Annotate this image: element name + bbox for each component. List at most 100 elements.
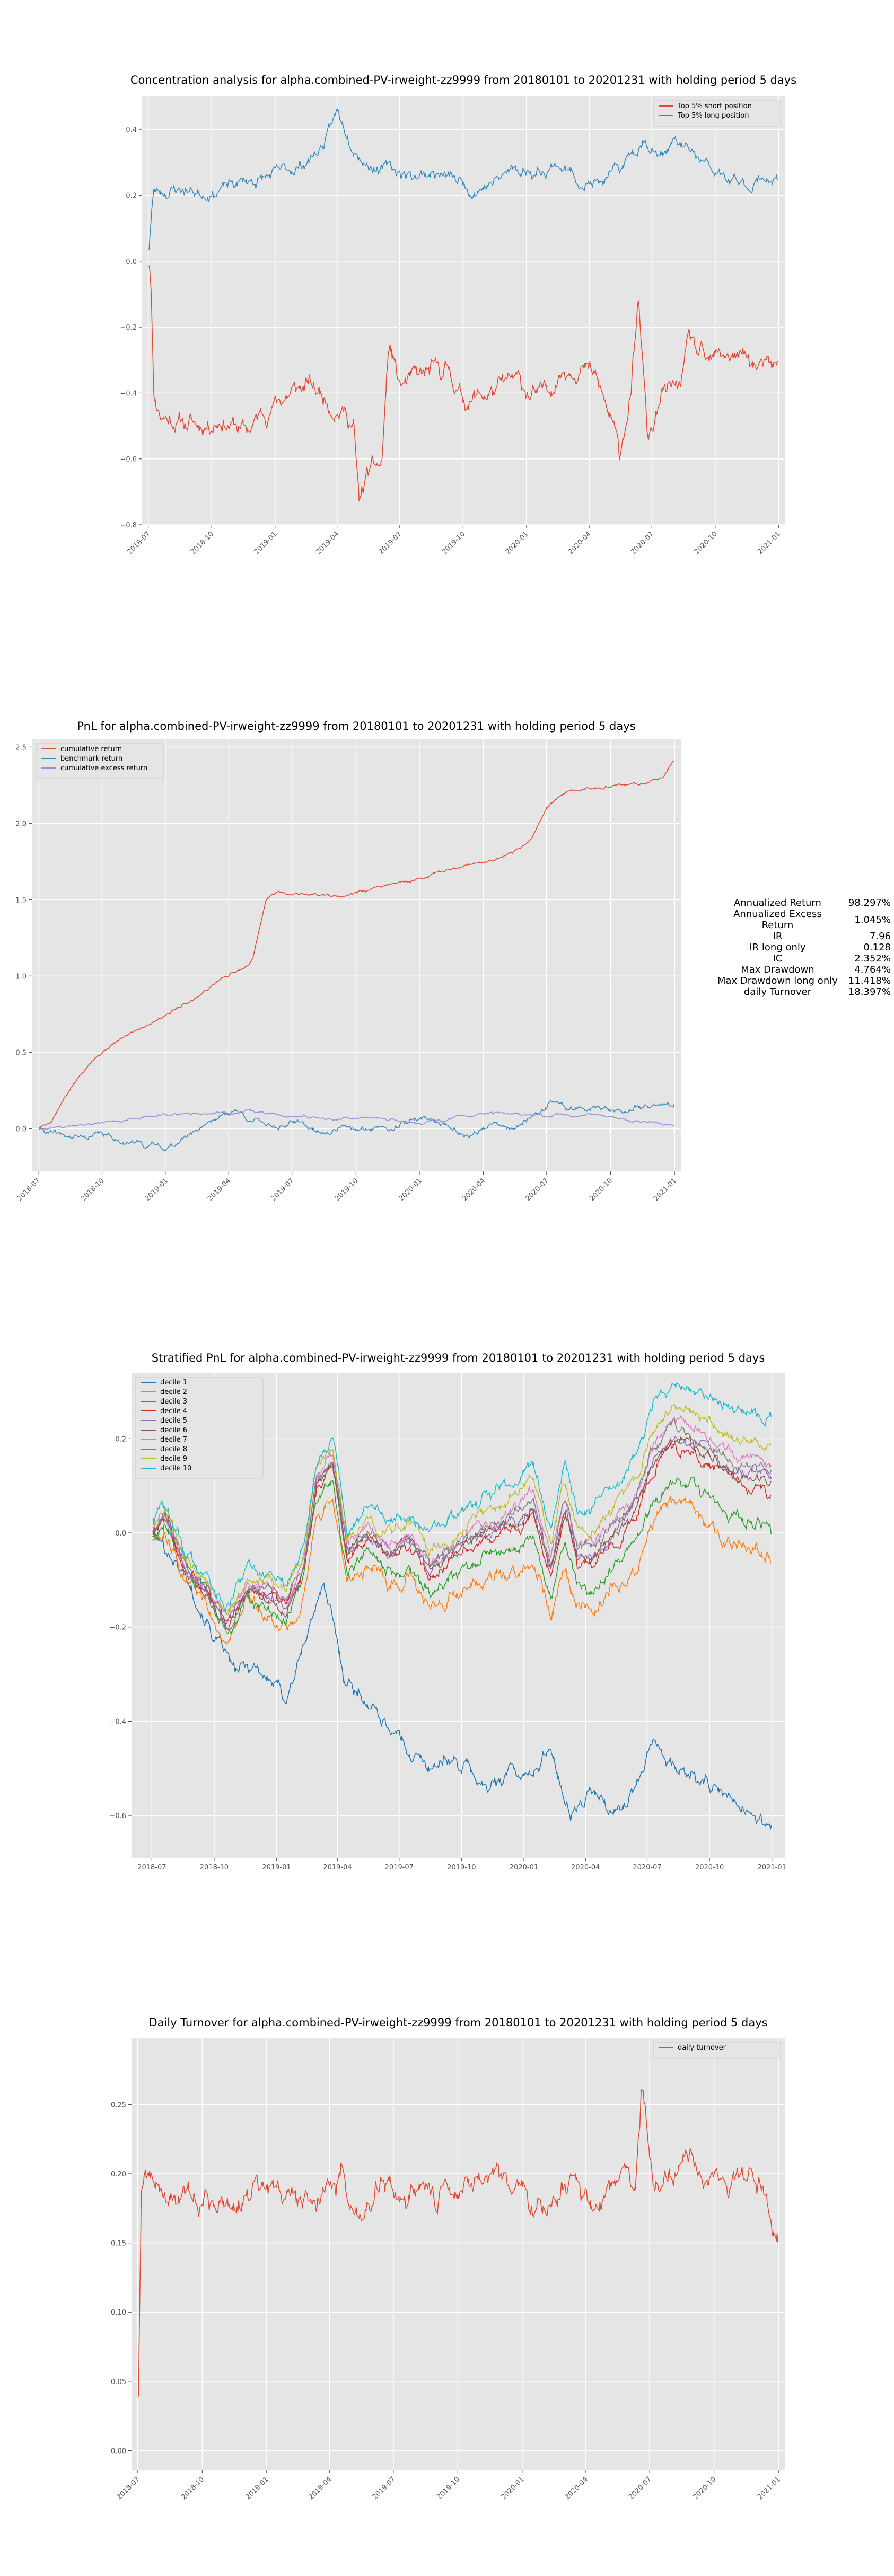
y-tick-label: 0.20 bbox=[111, 2171, 126, 2178]
stat-row: Annualized Excess Return 1.045% bbox=[713, 908, 894, 931]
series-line-2 bbox=[38, 1099, 674, 1152]
x-tick-label: 2020-01 bbox=[504, 530, 530, 556]
y-tick-label: 0.25 bbox=[111, 2101, 126, 2109]
x-tick-label: 2020-10 bbox=[588, 1177, 614, 1203]
stat-label: daily Turnover bbox=[743, 986, 812, 998]
stat-value: 2.352% bbox=[854, 953, 891, 964]
x-tick-label: 2021-01 bbox=[756, 530, 782, 556]
chart-2: 2018-07 2018-10 2019-01 2019-04 2019-07 2019-… bbox=[15, 720, 681, 1203]
stat-row: Max Drawdown 4.764% bbox=[713, 964, 894, 975]
series-line-2 bbox=[148, 107, 778, 251]
x-tick-label: 2018-10 bbox=[200, 1864, 229, 1872]
y-tick-label: −0.2 bbox=[120, 324, 137, 332]
x-tick-label: 2020-10 bbox=[693, 530, 719, 556]
chart-title: Stratified PnL for alpha.combined-PV-irw… bbox=[152, 1352, 765, 1364]
legend-entry: decile 1 bbox=[160, 1379, 187, 1387]
x-tick-label: 2018-10 bbox=[189, 530, 215, 556]
x-tick-label: 2020-07 bbox=[524, 1177, 550, 1203]
stat-label: Max Drawdown long only bbox=[717, 975, 838, 986]
legend-frame bbox=[135, 1377, 264, 1479]
legend-entry: benchmark return bbox=[60, 755, 122, 763]
x-tick-label: 2019-10 bbox=[334, 1177, 360, 1203]
x-tick-label: 2019-07 bbox=[269, 1177, 295, 1203]
x-tick-label: 2020-01 bbox=[398, 1177, 424, 1203]
y-tick-label: 2.0 bbox=[15, 820, 27, 828]
series-line-1 bbox=[38, 760, 674, 1129]
x-tick-label: 2018-07 bbox=[16, 1177, 42, 1203]
x-tick-label: 2019-07 bbox=[371, 2475, 397, 2501]
stat-value: 4.764% bbox=[854, 964, 891, 975]
legend: cumulative return benchmark returncumulat… bbox=[36, 743, 164, 779]
stat-row: daily Turnover 18.397% bbox=[713, 986, 894, 998]
y-tick-label: 0.0 bbox=[15, 1125, 27, 1133]
series-line-10 bbox=[152, 1382, 772, 1613]
x-tick-label: 2020-07 bbox=[627, 2475, 653, 2501]
stat-label: Annualized Return bbox=[733, 897, 821, 908]
x-tick-label: 2019-07 bbox=[378, 530, 404, 556]
legend-entry: decile 8 bbox=[160, 1445, 187, 1453]
stat-value: 1.045% bbox=[854, 914, 891, 925]
y-tick-label: −0.2 bbox=[109, 1624, 126, 1632]
x-tick-label: 2018-07 bbox=[126, 530, 152, 556]
x-tick-label: 2020-04 bbox=[567, 530, 593, 556]
legend: Top 5% short position Top 5% long positio… bbox=[653, 100, 781, 127]
x-tick-label: 2020-07 bbox=[629, 530, 655, 556]
x-tick-label: 2019-01 bbox=[144, 1177, 170, 1203]
chart-1: 2018-07 2018-10 2019-01 2019-04 2019-07 2019-… bbox=[120, 74, 796, 556]
x-tick-label: 2021-01 bbox=[652, 1177, 678, 1203]
x-tick-label: 2018-10 bbox=[80, 1177, 106, 1203]
legend-entry: cumulative excess return bbox=[60, 764, 147, 772]
series-line-8 bbox=[152, 1417, 772, 1631]
x-tick-label: 2020-01 bbox=[510, 1864, 538, 1872]
x-tick-label: 2020-10 bbox=[691, 2475, 717, 2501]
legend-frame bbox=[36, 743, 164, 779]
x-tick-label: 2019-10 bbox=[435, 2475, 461, 2501]
stat-label: Max Drawdown bbox=[741, 964, 814, 975]
legend-frame bbox=[653, 100, 781, 127]
y-tick-label: 0.00 bbox=[111, 2447, 126, 2455]
x-tick-label: 2019-01 bbox=[262, 1864, 291, 1872]
legend-entry: Top 5% short position bbox=[677, 102, 752, 110]
stat-row: Annualized Return 98.297% bbox=[713, 897, 894, 908]
stat-label: IC bbox=[773, 953, 783, 964]
x-tick-label: 2021-01 bbox=[756, 2475, 782, 2501]
y-tick-label: −0.6 bbox=[109, 1812, 126, 1820]
x-tick-label: 2019-07 bbox=[385, 1864, 414, 1872]
legend-entry: cumulative return bbox=[60, 745, 122, 753]
x-tick-label: 2020-04 bbox=[461, 1177, 487, 1203]
y-tick-label: 1.0 bbox=[15, 973, 27, 981]
x-tick-label: 2019-10 bbox=[447, 1864, 476, 1872]
y-tick-label: 0.2 bbox=[126, 192, 137, 200]
y-tick-label: 0.05 bbox=[111, 2378, 126, 2386]
x-tick-label: 2018-10 bbox=[180, 2475, 206, 2501]
chart-title: Concentration analysis for alpha.combine… bbox=[130, 74, 796, 86]
legend-entry: daily turnover bbox=[678, 2044, 726, 2052]
y-tick-label: −0.4 bbox=[109, 1718, 126, 1726]
y-tick-label: 1.5 bbox=[15, 896, 27, 904]
y-tick-label: 0.4 bbox=[126, 126, 137, 134]
performance-stats-table: Annualized Return 98.297% Annualized Exces… bbox=[713, 897, 894, 998]
chart-title: Daily Turnover for alpha.combined-PV-irw… bbox=[148, 2016, 767, 2029]
x-tick-label: 2019-01 bbox=[244, 2475, 270, 2501]
stat-value: 7.96 bbox=[869, 931, 891, 942]
x-tick-label: 2020-07 bbox=[633, 1864, 661, 1872]
series-line-4 bbox=[152, 1442, 772, 1631]
stat-value: 11.418% bbox=[848, 975, 891, 986]
stat-label: IR bbox=[773, 931, 783, 942]
y-tick-label: 0.5 bbox=[15, 1049, 27, 1057]
x-tick-label: 2019-04 bbox=[206, 1177, 232, 1203]
legend-entry: decile 2 bbox=[160, 1388, 187, 1396]
stat-label: Annualized Excess Return bbox=[733, 908, 822, 931]
x-tick-label: 2020-01 bbox=[500, 2475, 526, 2501]
legend-entry: Top 5% long position bbox=[677, 112, 749, 120]
legend-entry: decile 5 bbox=[160, 1417, 187, 1425]
legend-entry: decile 7 bbox=[160, 1436, 187, 1444]
y-tick-label: 0.0 bbox=[115, 1530, 126, 1538]
x-tick-label: 2019-01 bbox=[253, 530, 279, 556]
stat-label: IR long only bbox=[749, 942, 806, 953]
series-line-6 bbox=[152, 1436, 772, 1624]
x-tick-label: 2021-01 bbox=[758, 1864, 786, 1872]
y-tick-label: −0.4 bbox=[120, 390, 137, 398]
y-tick-label: 0.0 bbox=[126, 258, 137, 266]
x-tick-label: 2019-04 bbox=[314, 530, 340, 556]
